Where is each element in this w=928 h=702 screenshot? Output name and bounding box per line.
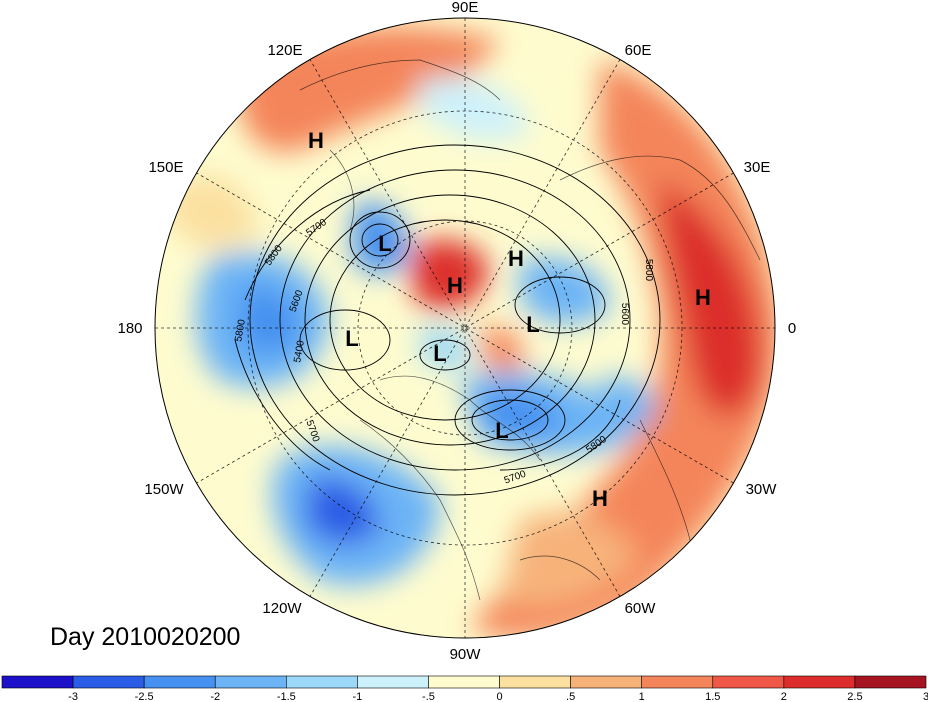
- colorbar-box: [854, 675, 927, 689]
- pressure-center: L: [526, 312, 539, 337]
- pressure-center: H: [308, 128, 324, 153]
- colorbar-box: [783, 675, 856, 689]
- anomaly-field: [155, 18, 775, 638]
- colorbar-box: [357, 675, 429, 689]
- pressure-centers: L H H L H L L L H H: [308, 128, 711, 511]
- colorbar-box: [641, 675, 714, 689]
- colorbar-tick-label: 2.5: [847, 691, 862, 702]
- colorbar-tick-label: -1: [352, 691, 362, 702]
- colorbar-box: [712, 675, 785, 689]
- date-title: Day 2010020200: [50, 623, 240, 651]
- lon-label-90e: 90E: [452, 0, 479, 16]
- pressure-center: L: [433, 341, 446, 366]
- colorbar-box: [570, 675, 642, 689]
- colorbar-tick-label: -1.5: [277, 691, 296, 702]
- lon-label-90w: 90W: [450, 646, 482, 663]
- colorbar-box: [286, 675, 358, 689]
- lon-label-150w: 150W: [144, 481, 184, 498]
- colorbar-box: [428, 675, 500, 689]
- graticule: [155, 18, 775, 638]
- colorbar-box: [499, 675, 571, 689]
- pressure-center: H: [592, 486, 608, 511]
- pressure-center: L: [495, 418, 508, 443]
- lon-label-30e: 30E: [744, 159, 771, 176]
- lon-label-120w: 120W: [262, 600, 302, 617]
- colorbar-tick-label: 1: [639, 691, 645, 702]
- contour-label: 5800: [233, 318, 248, 342]
- contour-label: 5400: [292, 339, 307, 363]
- pressure-center: L: [378, 231, 391, 256]
- contour-label: 5600: [619, 303, 630, 326]
- colorbar-tick-label: -2.5: [135, 691, 154, 702]
- colorbar-box: [72, 675, 145, 689]
- lon-label-150e: 150E: [148, 159, 183, 176]
- lon-label-60w: 60W: [625, 600, 657, 617]
- height-contours: [234, 144, 661, 496]
- pressure-center: L: [345, 326, 358, 351]
- colorbar: -3 -2.5 -2 -1.5 -1 -.5 0 .5 1 1.5 2 2.5 3: [1, 675, 928, 702]
- colorbar-box: [1, 675, 74, 689]
- pressure-center: H: [447, 273, 463, 298]
- colorbar-tick-label: 0: [496, 691, 502, 702]
- lon-label-180: 180: [117, 320, 142, 337]
- lon-label-60e: 60E: [625, 42, 652, 59]
- contour-label: 5800: [643, 259, 654, 282]
- colorbar-tick-label: 2: [781, 691, 787, 702]
- lon-label-0: 0: [788, 320, 796, 337]
- map-border: [154, 17, 776, 639]
- lon-label-120e: 120E: [267, 42, 302, 59]
- pressure-center: H: [695, 285, 711, 310]
- colorbar-tick-label: -2: [210, 691, 220, 702]
- pressure-center: H: [508, 246, 524, 271]
- colorbar-tick-label: -.5: [422, 691, 435, 702]
- colorbar-tick-label: 3: [923, 691, 928, 702]
- colorbar-box: [143, 675, 216, 689]
- colorbar-box: [214, 675, 287, 689]
- colorbar-tick-label: .5: [566, 691, 575, 702]
- colorbar-tick-label: 1.5: [705, 691, 720, 702]
- colorbar-tick-label: -3: [68, 691, 78, 702]
- lon-label-30w: 30W: [746, 481, 778, 498]
- longitude-labels: 90E 60E 30E 0 30W 60W 90W 120W 150W 180 …: [117, 0, 796, 663]
